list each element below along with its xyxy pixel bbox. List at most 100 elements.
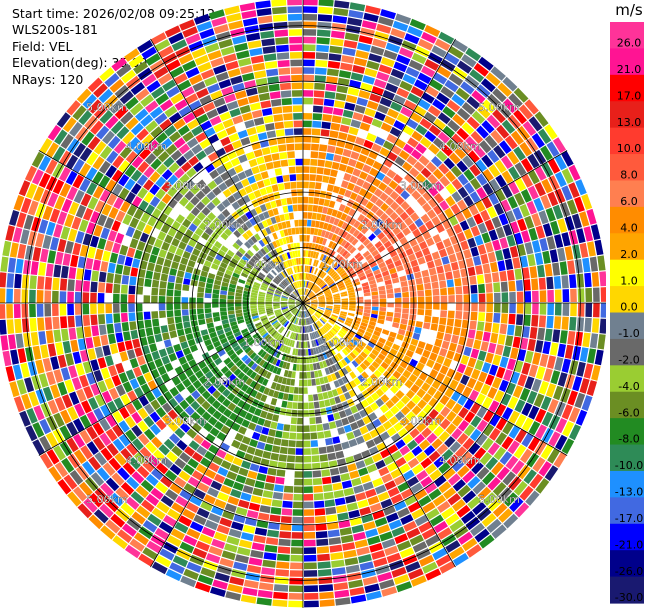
range-gate	[388, 180, 399, 190]
range-gate	[537, 327, 546, 341]
range-gate	[361, 371, 369, 380]
range-gate	[227, 291, 235, 296]
range-gate	[345, 165, 355, 175]
range-gate	[161, 169, 173, 181]
range-gate	[74, 291, 82, 303]
range-gate	[303, 227, 307, 234]
range-gate	[182, 131, 195, 143]
range-gate	[303, 174, 310, 181]
range-gate	[395, 400, 405, 410]
range-gate	[532, 457, 546, 473]
range-gate	[289, 251, 294, 259]
range-gate	[290, 378, 295, 386]
range-gate	[478, 283, 486, 294]
range-gate	[510, 221, 520, 234]
range-gate	[263, 115, 274, 124]
range-gate	[268, 287, 275, 292]
range-gate	[279, 214, 286, 222]
range-gate	[364, 67, 378, 78]
range-gate	[404, 217, 414, 227]
range-gate	[443, 467, 456, 480]
range-gate	[90, 359, 100, 372]
range-gate	[405, 247, 414, 256]
range-gate	[161, 181, 172, 193]
range-gate	[116, 126, 130, 140]
range-gate	[434, 413, 445, 425]
range-gate	[440, 295, 448, 303]
range-gate	[569, 317, 577, 331]
range-gate	[188, 155, 199, 167]
range-gate	[506, 269, 515, 281]
range-gate	[330, 250, 336, 258]
range-gate	[131, 196, 143, 208]
range-gate	[237, 546, 251, 556]
range-gate	[357, 154, 368, 163]
range-gate	[212, 390, 221, 399]
range-gate	[285, 136, 294, 144]
range-gate	[416, 196, 427, 207]
range-gate	[473, 339, 482, 350]
range-gate	[337, 77, 350, 86]
range-gate	[531, 315, 539, 327]
range-gate	[174, 167, 185, 179]
range-gate	[461, 510, 476, 524]
range-gate	[135, 485, 150, 499]
range-gate	[68, 365, 78, 379]
range-gate	[35, 359, 45, 374]
range-gate	[260, 287, 267, 291]
range-gate	[537, 264, 545, 278]
range-gate	[227, 299, 234, 303]
range-gate	[281, 308, 289, 311]
range-gate	[393, 317, 401, 324]
range-gate	[350, 405, 359, 414]
range-gate	[317, 279, 323, 286]
range-gate	[305, 257, 308, 265]
range-gate	[446, 279, 454, 288]
range-gate	[293, 128, 303, 135]
range-gate	[248, 260, 255, 267]
range-gate	[274, 310, 282, 314]
range-gate	[275, 351, 281, 359]
range-gate	[379, 579, 395, 590]
range-gate	[184, 190, 195, 201]
range-gate	[313, 259, 317, 267]
range-gate	[149, 184, 160, 196]
range-gate	[553, 452, 567, 468]
range-gate	[139, 232, 149, 243]
range-gate	[291, 258, 295, 266]
range-gate	[505, 455, 519, 470]
range-gate	[363, 359, 371, 367]
range-gate	[385, 340, 393, 348]
range-gate	[184, 272, 192, 280]
range-gate	[452, 499, 466, 512]
range-gate	[250, 294, 258, 299]
range-gate	[174, 99, 188, 111]
range-gate	[243, 453, 254, 462]
range-gate	[428, 408, 439, 420]
range-gate	[502, 407, 514, 421]
range-gate	[321, 121, 331, 130]
range-gate	[207, 385, 217, 395]
range-gate	[254, 408, 262, 417]
range-gate	[348, 257, 356, 265]
range-gate	[384, 379, 394, 389]
range-gate	[387, 293, 394, 299]
range-gate	[237, 337, 245, 345]
range-gate	[351, 325, 359, 331]
range-gate	[196, 21, 213, 32]
range-gate	[304, 570, 318, 577]
range-gate	[306, 356, 310, 364]
range-gate	[110, 120, 124, 135]
range-gate	[188, 440, 200, 451]
range-gate	[235, 147, 245, 157]
range-gate	[144, 353, 153, 363]
range-gate	[296, 303, 303, 305]
range-gate	[333, 299, 341, 302]
range-gate	[99, 145, 113, 160]
range-gate	[288, 304, 295, 306]
range-gate	[228, 20, 244, 30]
range-gate	[226, 265, 235, 272]
range-gate	[449, 235, 459, 245]
range-gate	[318, 307, 325, 310]
range-gate	[418, 495, 432, 507]
